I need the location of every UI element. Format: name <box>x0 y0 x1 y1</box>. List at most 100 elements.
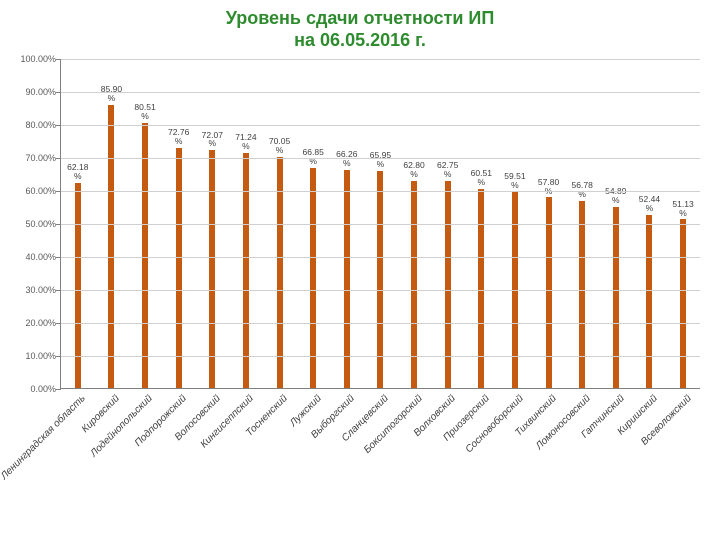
y-tick-mark <box>56 257 61 258</box>
bar-slot: 56.78% <box>579 201 585 388</box>
bar-value-label: 65.95% <box>365 151 395 169</box>
bar-value-label: 66.85% <box>298 148 328 166</box>
x-axis-label: Сосновоборский <box>463 393 525 455</box>
x-label-slot: Приозерский <box>478 389 484 529</box>
bar-slot: 72.76% <box>176 148 182 388</box>
bar <box>613 207 619 388</box>
y-tick-label: 80.00% <box>6 120 56 130</box>
y-tick-label: 90.00% <box>6 87 56 97</box>
x-label-slot: Сосновоборский <box>512 389 518 529</box>
y-tick-label: 40.00% <box>6 252 56 262</box>
bar-slot: 85.90% <box>108 105 114 388</box>
gridline <box>61 356 700 357</box>
gridline <box>61 290 700 291</box>
chart-title: Уровень сдачи отчетности ИП на 06.05.201… <box>0 0 720 51</box>
x-axis-label: Ленинградская область <box>0 393 88 482</box>
bar-slot: 57.80% <box>546 197 552 388</box>
bar-value-label: 62.80% <box>399 161 429 179</box>
x-axis-labels: Ленинградская областьКировскийЛодейнопол… <box>60 389 700 529</box>
bar-slot: 80.51% <box>142 123 148 389</box>
x-label-slot: Кингисеппский <box>242 389 248 529</box>
y-tick-label: 70.00% <box>6 153 56 163</box>
y-tick-label: 100.00% <box>6 54 56 64</box>
bar-value-label: 60.51% <box>466 169 496 187</box>
x-label-slot: Гатчинский <box>613 389 619 529</box>
x-label-slot: Бокситогорский <box>411 389 417 529</box>
x-label-slot: Ленинградская область <box>74 389 80 529</box>
bar <box>680 219 686 388</box>
y-tick-mark <box>56 323 61 324</box>
y-tick-label: 30.00% <box>6 285 56 295</box>
bar <box>176 148 182 388</box>
bar-value-label: 85.90% <box>96 85 126 103</box>
bar <box>646 215 652 388</box>
bar <box>546 197 552 388</box>
y-tick-mark <box>56 191 61 192</box>
bar-value-label: 72.76% <box>164 128 194 146</box>
gridline <box>61 224 700 225</box>
gridline <box>61 92 700 93</box>
gridline <box>61 59 700 60</box>
bar-value-label: 80.51% <box>130 103 160 121</box>
gridline <box>61 158 700 159</box>
y-tick-label: 10.00% <box>6 351 56 361</box>
x-label-slot: Сланцевский <box>377 389 383 529</box>
x-axis-label: Лодейнопольский <box>89 393 155 459</box>
y-tick-mark <box>56 224 61 225</box>
y-tick-label: 20.00% <box>6 318 56 328</box>
x-label-slot: Тихвинский <box>545 389 551 529</box>
x-axis-label: Бокситогорский <box>362 393 425 456</box>
bar-slot: 60.51% <box>478 189 484 389</box>
bar <box>310 168 316 389</box>
title-line2: на 06.05.2016 г. <box>294 30 426 50</box>
bar-value-label: 71.24% <box>231 133 261 151</box>
x-label-slot: Подпорожский <box>175 389 181 529</box>
y-tick-mark <box>56 59 61 60</box>
gridline <box>61 323 700 324</box>
bar-value-label: 72.07% <box>197 131 227 149</box>
x-label-slot: Киришский <box>646 389 652 529</box>
bar <box>243 153 249 388</box>
gridline <box>61 191 700 192</box>
bar-slot: 71.24% <box>243 153 249 388</box>
bar-value-label: 54.89% <box>601 187 631 205</box>
y-tick-mark <box>56 290 61 291</box>
x-label-slot: Выборгский <box>343 389 349 529</box>
bar <box>209 150 215 388</box>
bar <box>108 105 114 388</box>
gridline <box>61 125 700 126</box>
bar-value-label: 70.05% <box>265 137 295 155</box>
bar-value-label: 56.78% <box>567 181 597 199</box>
y-tick-label: 0.00% <box>6 384 56 394</box>
bar <box>75 183 81 388</box>
bar <box>478 189 484 389</box>
bar-slot: 62.18% <box>75 183 81 388</box>
bar-value-label: 59.51% <box>500 172 530 190</box>
bar-value-label: 57.80% <box>534 178 564 196</box>
x-label-slot: Волосовский <box>209 389 215 529</box>
x-label-slot: Ломоносовский <box>579 389 585 529</box>
bar-slot: 51.13% <box>680 219 686 388</box>
bar-slot: 54.89% <box>613 207 619 388</box>
bar-slot: 72.07% <box>209 150 215 388</box>
x-label-slot: Волховский <box>444 389 450 529</box>
bar <box>142 123 148 389</box>
y-tick-label: 50.00% <box>6 219 56 229</box>
bar-chart: 62.18%85.90%80.51%72.76%72.07%71.24%70.0… <box>60 59 700 389</box>
y-tick-mark <box>56 125 61 126</box>
x-label-slot: Тосненский <box>276 389 282 529</box>
y-tick-mark <box>56 158 61 159</box>
bar-value-label: 62.75% <box>433 161 463 179</box>
gridline <box>61 257 700 258</box>
x-label-slot: Лодейнопольский <box>141 389 147 529</box>
title-line1: Уровень сдачи отчетности ИП <box>226 8 495 28</box>
y-tick-label: 60.00% <box>6 186 56 196</box>
x-label-slot: Кировский <box>108 389 114 529</box>
bar-slot: 66.85% <box>310 168 316 389</box>
y-tick-mark <box>56 92 61 93</box>
bar-value-label: 51.13% <box>668 200 698 218</box>
bar-value-label: 52.44% <box>634 195 664 213</box>
bar-value-label: 62.18% <box>63 163 93 181</box>
x-label-slot: Лужский <box>310 389 316 529</box>
y-tick-mark <box>56 356 61 357</box>
